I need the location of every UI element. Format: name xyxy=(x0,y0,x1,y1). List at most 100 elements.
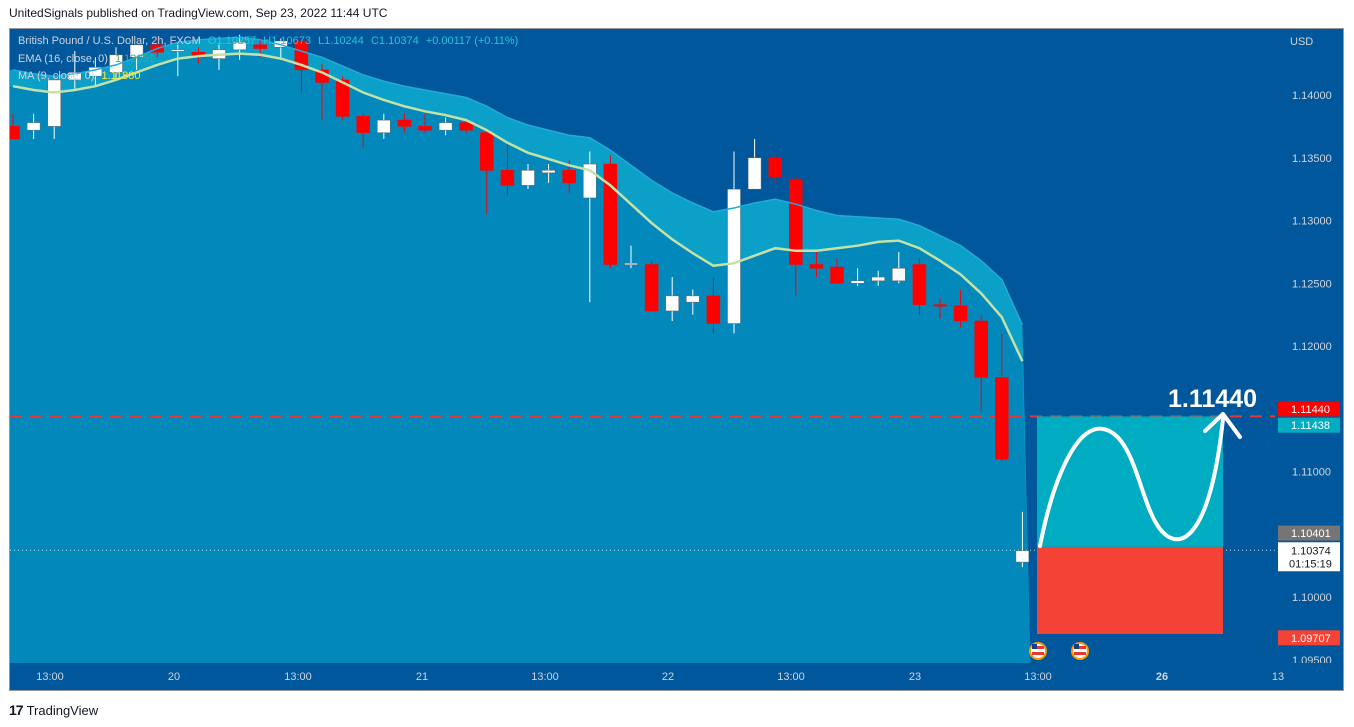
candle-body xyxy=(747,157,762,190)
candle-body xyxy=(624,262,638,265)
candle-body xyxy=(397,119,412,127)
flag-canton xyxy=(1032,644,1037,649)
candle-body xyxy=(789,178,803,265)
price-scale xyxy=(1275,29,1343,690)
candle xyxy=(665,277,679,321)
x-tick-label: 21 xyxy=(416,671,428,683)
candle xyxy=(995,333,1009,462)
x-tick-label: 26 xyxy=(1156,671,1168,683)
candle-body xyxy=(1015,550,1030,563)
candle xyxy=(768,155,782,183)
us-event-flag-icon xyxy=(1071,642,1089,660)
price-scale-currency: USD xyxy=(1290,36,1313,48)
flag-stripe xyxy=(1032,652,1044,655)
candle xyxy=(747,138,762,190)
candle xyxy=(480,130,494,215)
candle xyxy=(953,289,968,328)
x-tick-label: 13:00 xyxy=(531,671,559,683)
candle-body xyxy=(665,295,679,312)
time-axis xyxy=(10,663,1343,690)
candle-body xyxy=(933,304,947,307)
x-tick-label: 20 xyxy=(168,671,180,683)
candle xyxy=(26,113,41,139)
candle-body xyxy=(335,79,350,117)
x-tick-label: 13:00 xyxy=(36,671,64,683)
candle-body xyxy=(603,163,618,265)
ma-legend-value: 1.11880 xyxy=(101,70,141,82)
flag-stripe xyxy=(1074,646,1086,649)
target-price-tag: 1.11440 xyxy=(1291,404,1330,416)
legend-open: O1.10257 xyxy=(207,35,257,47)
target-zone-box xyxy=(1037,416,1223,547)
candle xyxy=(809,251,824,278)
candle xyxy=(521,164,535,190)
candle-body xyxy=(974,320,988,378)
legend-high: H1.10673 xyxy=(263,35,311,47)
stop-zone-box xyxy=(1037,546,1223,635)
candle xyxy=(686,289,700,315)
candle xyxy=(830,258,844,284)
candle-body xyxy=(850,280,865,284)
candle xyxy=(397,113,412,133)
legend-change: +0.00117 (+0.11%) xyxy=(425,35,519,47)
candle xyxy=(789,176,803,296)
flag-stripe xyxy=(1074,652,1086,655)
candle xyxy=(1015,511,1030,568)
stop-price-tag-bg xyxy=(1278,630,1340,646)
candle-body xyxy=(26,122,41,131)
x-tick-label: 23 xyxy=(909,671,921,683)
candle xyxy=(974,314,988,412)
stop-price-tag: 1.09707 xyxy=(1291,633,1331,645)
legend-close: C1.10374 xyxy=(370,35,419,47)
ema-legend: EMA (16, close, 0) 1.12051 xyxy=(18,53,159,65)
chart-frame[interactable]: 1.11440 USD 1.14000 1.13500 1.13000 1.12500 1.… xyxy=(9,28,1344,691)
candle-body xyxy=(727,188,741,324)
projection-wave-arrow xyxy=(1038,417,1225,548)
candle xyxy=(109,47,123,80)
candle-body xyxy=(47,79,61,127)
countdown-tag: 01:15:19 xyxy=(1289,558,1332,570)
x-tick-label: 13 xyxy=(1272,671,1284,683)
ohlc-legend: British Pound / U.S. Dollar, 2h, FXCM O1… xyxy=(18,35,522,47)
candle-body xyxy=(521,170,535,186)
candle-body xyxy=(459,122,473,131)
candle xyxy=(892,251,906,284)
entry-price-tag: 1.10401 xyxy=(1291,528,1331,540)
candle-body xyxy=(830,266,844,284)
candle-body xyxy=(871,276,885,282)
candle-body xyxy=(809,264,824,269)
ma-legend-label: MA (9, close, 0) xyxy=(18,70,95,82)
candle xyxy=(438,117,453,136)
candle xyxy=(232,34,247,60)
candle-body xyxy=(10,126,20,140)
price-chart[interactable]: 1.11440 USD 1.14000 1.13500 1.13000 1.12500 1.… xyxy=(10,29,1343,690)
ma-legend: MA (9, close, 0) 1.11880 xyxy=(18,70,144,82)
candle-body xyxy=(644,264,659,312)
last-price-tag-bg xyxy=(1278,542,1340,572)
tradingview-logo-icon: 17 xyxy=(9,702,24,718)
candle xyxy=(850,268,865,286)
candle-body xyxy=(500,170,515,186)
flag-stripe xyxy=(1032,646,1044,649)
candle xyxy=(10,113,20,140)
candle-body xyxy=(541,170,556,174)
candle xyxy=(418,113,432,133)
candle-body xyxy=(768,157,782,177)
entry-price-tag-bg xyxy=(1278,525,1340,541)
candle-body xyxy=(171,49,185,52)
legend-symbol: British Pound / U.S. Dollar, 2h, FXCM xyxy=(18,35,201,47)
candle-body xyxy=(438,122,453,131)
candle-body xyxy=(253,44,267,49)
candle-body xyxy=(109,54,123,73)
x-tick-label: 13:00 xyxy=(777,671,805,683)
legend-low: L1.10244 xyxy=(318,35,364,47)
candle xyxy=(500,142,515,196)
candle xyxy=(541,164,556,183)
candle-body xyxy=(912,264,927,305)
flag-canton xyxy=(1074,644,1079,649)
ema-legend-value: 1.12051 xyxy=(114,53,155,65)
ma-fill-area xyxy=(10,53,1031,664)
ema-line xyxy=(12,36,1024,326)
candle-body xyxy=(68,72,82,81)
candle-body xyxy=(995,377,1009,460)
